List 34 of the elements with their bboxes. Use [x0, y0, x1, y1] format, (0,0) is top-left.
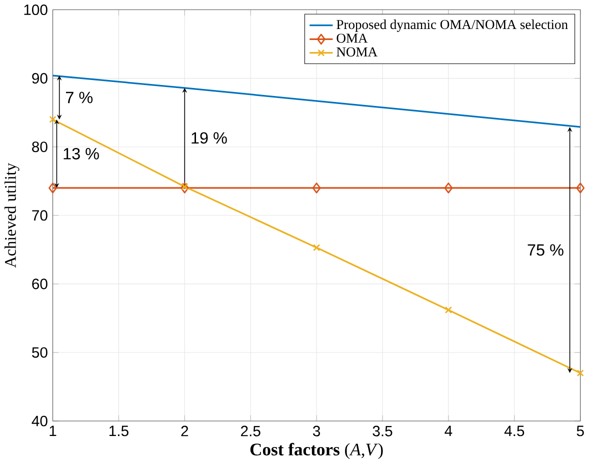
- x-tick-label: 4.5: [504, 426, 524, 436]
- point: [444, 306, 452, 314]
- x-tick-label: 2: [181, 426, 188, 436]
- x-tick-label: 5: [576, 426, 584, 436]
- point: [312, 182, 321, 194]
- x-tick-label: 3.5: [372, 426, 392, 437]
- annotation: 7 %: [66, 92, 93, 104]
- point: [576, 182, 585, 194]
- annotation: 19 %: [192, 132, 227, 144]
- point: [444, 182, 453, 194]
- point: [313, 244, 320, 252]
- point: [49, 116, 56, 124]
- y-tick-label: 50: [32, 347, 48, 358]
- annotation: 75 %: [528, 244, 564, 256]
- y-tick-label: 80: [32, 142, 48, 152]
- legend-label: OMA: [336, 34, 368, 43]
- x-tick-label: 4: [444, 426, 452, 436]
- point: [180, 182, 189, 194]
- y-tick-label: 90: [32, 73, 48, 84]
- x-tick-label: 2.5: [241, 426, 260, 437]
- x-axis-title: Cost factors (A,V): [250, 443, 383, 460]
- y-tick-label: 60: [32, 278, 48, 290]
- legend-label: NOMA: [336, 48, 378, 57]
- x-tick-label: 1: [50, 426, 56, 436]
- annotation: 13 %: [64, 148, 99, 160]
- y-tick-label: 100: [24, 4, 48, 16]
- y-axis-title: Achieved utility: [4, 163, 20, 268]
- x-tick-label: 1.5: [109, 426, 128, 436]
- point: [576, 370, 584, 377]
- y-tick-label: 40: [32, 416, 48, 427]
- y-tick-label: 70: [32, 210, 48, 221]
- x-tick-label: 3: [312, 426, 320, 437]
- point: [48, 182, 57, 194]
- legend-label: Proposed dynamic OMA/NOMA selection: [336, 20, 568, 32]
